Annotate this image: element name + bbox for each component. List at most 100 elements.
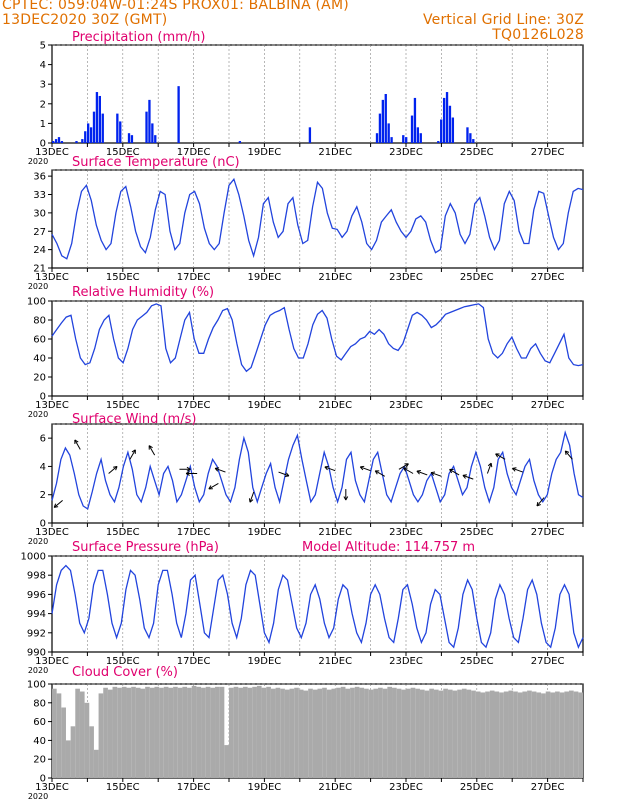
cloud-bar bbox=[494, 691, 500, 778]
precip-bar bbox=[81, 139, 84, 143]
x-tick-label: 23DEC bbox=[389, 527, 423, 538]
cloud-bar bbox=[70, 726, 76, 778]
panel-title: Surface Pressure (hPa) bbox=[72, 540, 219, 555]
cloud-bar bbox=[131, 686, 136, 778]
wind-arrow-head bbox=[148, 445, 153, 450]
precip-bar bbox=[151, 123, 154, 143]
precip-bar bbox=[54, 139, 58, 143]
cloud-bar bbox=[196, 686, 202, 778]
wind-arrow-head bbox=[248, 498, 254, 503]
year-label: 2020 bbox=[28, 537, 48, 546]
panel-title: Surface Temperature (nC) bbox=[72, 155, 240, 170]
cloud-bar bbox=[201, 687, 206, 778]
wind-arrow-head bbox=[208, 485, 213, 490]
x-tick-label: 15DEC bbox=[106, 656, 140, 667]
year-label: 2020 bbox=[28, 410, 48, 419]
x-tick-label: 25DEC bbox=[460, 147, 494, 158]
cloud-bar bbox=[354, 686, 360, 778]
precip-bar bbox=[437, 141, 440, 143]
cloud-bar bbox=[149, 687, 155, 778]
cloud-bar bbox=[499, 692, 504, 778]
y-tick-label: 30 bbox=[33, 208, 46, 219]
wind-arrow-head bbox=[359, 465, 365, 471]
cloud-bar bbox=[252, 686, 257, 778]
y-tick-label: 24 bbox=[33, 245, 46, 256]
panel-frame bbox=[51, 169, 584, 269]
cloud-bar bbox=[569, 690, 574, 778]
x-tick-label: 19DEC bbox=[248, 272, 282, 283]
y-tick-label: 60 bbox=[33, 717, 46, 728]
wind-arrow bbox=[449, 468, 460, 476]
precip-bar bbox=[384, 94, 387, 143]
y-tick-label: 27 bbox=[33, 227, 46, 238]
cloud-bar bbox=[480, 692, 486, 778]
wind-arrow bbox=[416, 470, 428, 476]
precip-bar bbox=[451, 117, 455, 143]
x-tick-label: 21DEC bbox=[318, 272, 352, 283]
wind-arrow bbox=[512, 467, 523, 473]
wind-arrow-head bbox=[324, 465, 329, 471]
y-tick-label: 80 bbox=[33, 698, 46, 709]
x-tick-label: 25DEC bbox=[460, 272, 494, 283]
panel-title: Surface Wind (m/s) bbox=[72, 412, 196, 427]
wind-arrow bbox=[403, 467, 414, 474]
cloud-bar bbox=[401, 689, 406, 778]
cloud-bar bbox=[410, 687, 416, 778]
cloud-bar bbox=[415, 688, 420, 778]
cloud-bar bbox=[317, 688, 323, 778]
x-tick-label: 17DEC bbox=[177, 782, 211, 793]
panel-frame bbox=[51, 423, 584, 524]
precip-bar bbox=[402, 135, 405, 143]
year-label: 2020 bbox=[28, 666, 48, 675]
wind-arrow bbox=[495, 453, 506, 460]
panel-title: Cloud Cover (%) bbox=[72, 665, 178, 680]
run-date: 13DEC2020 30Z (GMT) bbox=[2, 12, 168, 28]
cloud-bar bbox=[79, 691, 85, 778]
precip-bar bbox=[405, 137, 408, 143]
cloud-bar bbox=[392, 687, 397, 778]
x-tick-label: 15DEC bbox=[106, 272, 140, 283]
cloud-bar bbox=[326, 689, 332, 778]
y-tick-label: 5 bbox=[40, 41, 46, 52]
cloud-bar bbox=[350, 687, 355, 778]
cloud-bar bbox=[303, 690, 309, 778]
x-tick-label: 17DEC bbox=[177, 400, 211, 411]
cloud-bar bbox=[336, 687, 341, 778]
cloud-bar bbox=[508, 690, 514, 778]
x-tick-label: 23DEC bbox=[389, 656, 423, 667]
model-code: TQ0126L028 bbox=[492, 27, 584, 43]
precip-bar bbox=[378, 113, 382, 143]
precip-bar bbox=[410, 115, 414, 143]
y-tick-label: 36 bbox=[33, 172, 46, 183]
y-tick-label: 40 bbox=[33, 354, 46, 365]
wind-arrow bbox=[129, 449, 136, 460]
wind-arrow-head bbox=[284, 472, 290, 477]
cloud-bar bbox=[145, 686, 150, 778]
cloud-bar bbox=[242, 686, 248, 778]
wind-arrow bbox=[462, 474, 474, 480]
cloud-bar bbox=[443, 688, 448, 778]
cloud-bar bbox=[471, 690, 476, 778]
y-tick-label: 33 bbox=[33, 190, 46, 201]
cloud-bar bbox=[84, 702, 90, 778]
cloud-bar bbox=[373, 688, 379, 778]
cloud-bar bbox=[555, 691, 560, 778]
cloud-bar bbox=[154, 686, 160, 778]
cloud-bar bbox=[266, 686, 271, 778]
cloud-bar bbox=[107, 689, 113, 778]
year-label: 2020 bbox=[28, 792, 48, 800]
precip-bar bbox=[52, 141, 55, 143]
precip-bar bbox=[472, 139, 475, 143]
cloud-bar bbox=[368, 689, 374, 778]
cloud-bar bbox=[312, 689, 318, 778]
x-tick-label: 13DEC bbox=[35, 147, 69, 158]
cloud-bar bbox=[406, 688, 411, 778]
wind-arrow-head bbox=[495, 453, 500, 458]
precip-bar bbox=[387, 123, 390, 143]
x-tick-label: 21DEC bbox=[318, 656, 352, 667]
cloud-bar bbox=[452, 690, 458, 778]
cloud-bar bbox=[461, 688, 467, 778]
cloud-bar bbox=[475, 691, 481, 778]
cloud-bar bbox=[270, 688, 276, 778]
